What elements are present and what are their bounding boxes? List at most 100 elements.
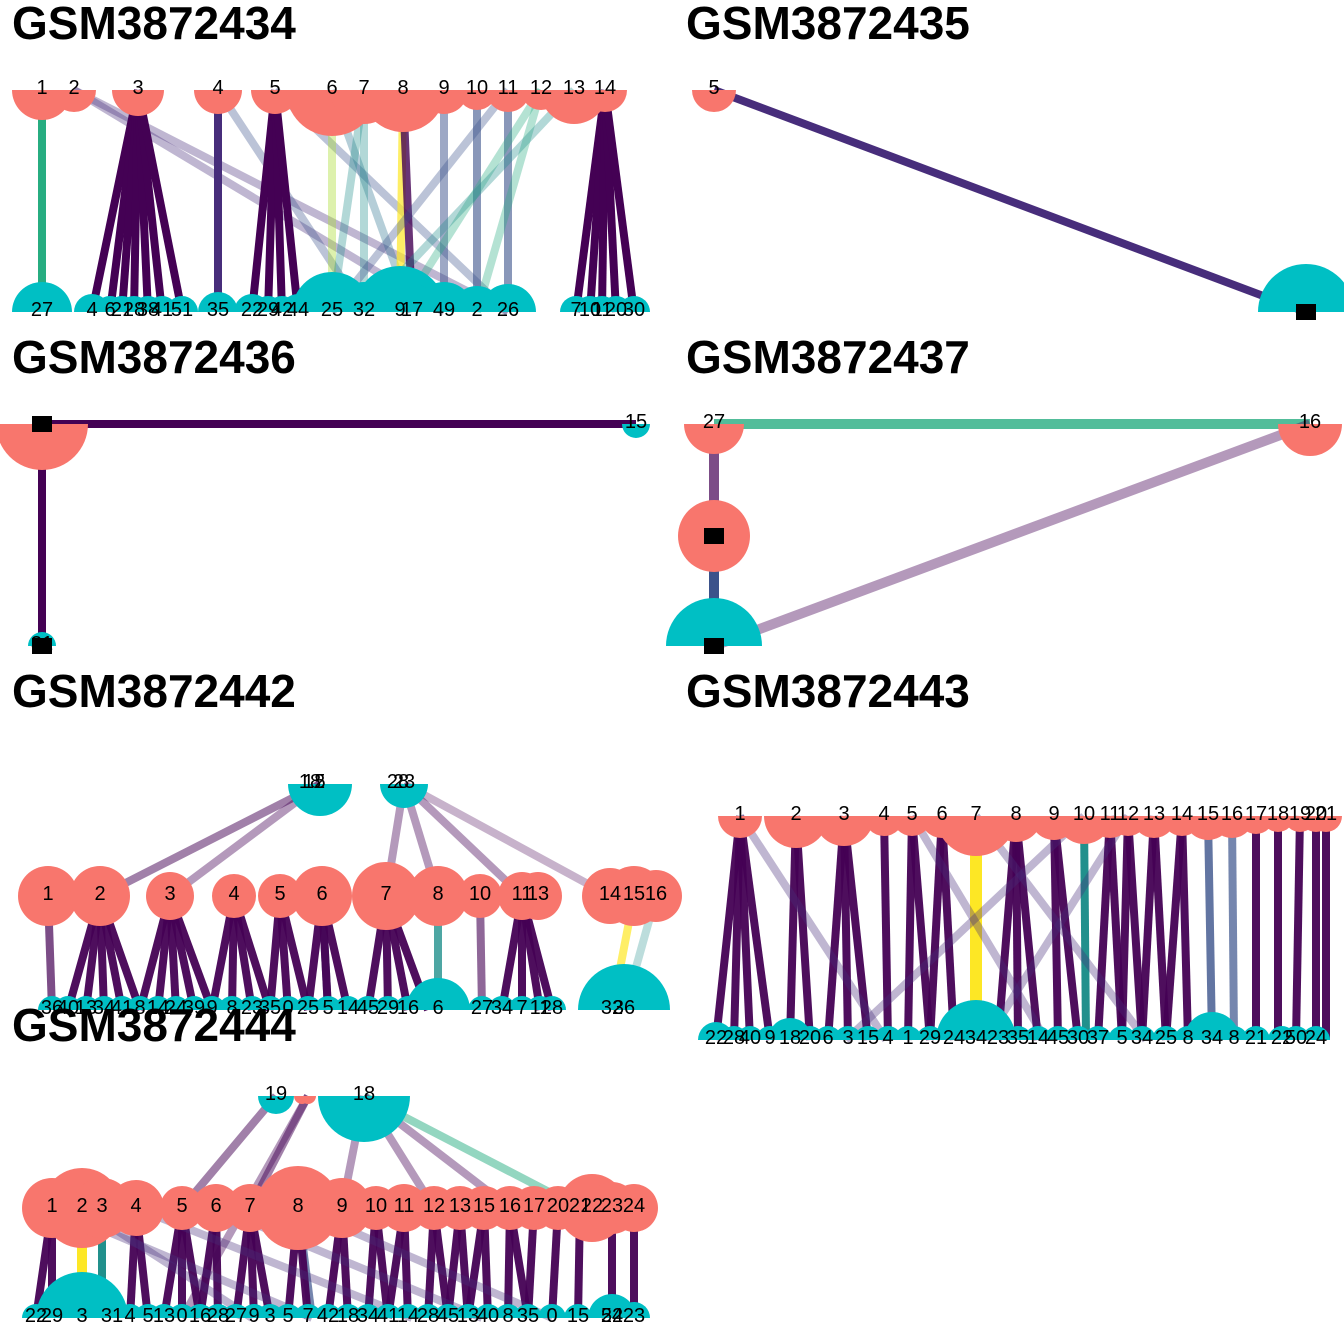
bottom-node — [666, 598, 762, 646]
top-node — [764, 816, 828, 848]
edge-line — [1204, 815, 1216, 1041]
bottom-node-label: 4 — [86, 299, 97, 321]
top-node-label: 6 — [326, 77, 337, 99]
bottom-node-label: 31 — [101, 1305, 123, 1327]
bottom-node-label: 41 — [111, 997, 133, 1019]
top-node-label: 10 — [466, 77, 488, 99]
top-node-label: 11 — [394, 1195, 415, 1217]
top-node-label: 10 — [1073, 803, 1095, 825]
top-node-label: 5 — [906, 803, 917, 825]
top-node — [52, 90, 96, 112]
bottom-node-label: 9 — [206, 997, 217, 1019]
bottom-node-label: 35 — [517, 1305, 539, 1327]
edge-line — [98, 780, 322, 900]
bottom-node-label: 30 — [623, 299, 645, 321]
bottom-node — [1198, 1026, 1226, 1040]
bottom-node-label: 15 — [567, 1305, 589, 1327]
bottom-node-label: 32 — [601, 997, 623, 1019]
top-node — [0, 424, 88, 470]
top-node-label: 3 — [164, 883, 175, 905]
top-node-label: 18 — [1267, 803, 1289, 825]
bottom-node-label: 5 — [1116, 1027, 1127, 1049]
top-node-label: 4 — [212, 77, 223, 99]
bottom-node — [384, 784, 412, 798]
bottom-node — [538, 996, 566, 1010]
bottom-node-label: 29 — [377, 997, 399, 1019]
bottom-node-label: 8 — [1182, 1027, 1193, 1049]
bottom-node-label: 5 — [314, 771, 325, 793]
bottom-node-label: 21 — [111, 299, 133, 321]
top-node-label: 11 — [1100, 803, 1121, 825]
bottom-node-label: 22 — [705, 1027, 727, 1049]
top-node-label: 3 — [838, 803, 849, 825]
bottom-node-label: 34 — [1201, 1027, 1223, 1049]
bottom-node — [258, 1096, 294, 1114]
bottom-node-label: 22 — [25, 1305, 47, 1327]
edge-line — [1228, 815, 1238, 1041]
top-node-label: 12 — [423, 1195, 445, 1217]
top-node-label: 13 — [1143, 803, 1165, 825]
bottom-node-label: 25 — [297, 997, 319, 1019]
edges-layer — [712, 86, 1308, 316]
bottom-node-label: 2 — [471, 299, 482, 321]
bottom-node-label: 44 — [287, 299, 309, 321]
edge-line — [401, 781, 525, 899]
bottom-node-label: 36 — [41, 997, 63, 1019]
top-node — [146, 872, 194, 920]
bottom-node-label: 37 — [1087, 1027, 1109, 1049]
panel-title: GSM3872444 — [12, 999, 296, 1051]
bottom-node-label: 23 — [241, 997, 263, 1019]
top-node-label: 16 — [1299, 411, 1321, 433]
top-node-label: 8 — [1010, 803, 1021, 825]
edge-line — [972, 813, 1150, 1043]
bottom-node-label: 52 — [601, 1305, 623, 1327]
bottom-node-label: 24 — [165, 997, 187, 1019]
top-node — [814, 816, 874, 846]
bottom-node-label: 27 — [703, 411, 725, 433]
top-node-label: 3 — [132, 77, 143, 99]
bottom-node-label: 15 — [625, 411, 647, 433]
top-node — [692, 90, 736, 112]
top-node-label: 14 — [599, 883, 621, 905]
top-node-label: 5 — [269, 77, 280, 99]
bottom-node-label: 19 — [265, 1083, 287, 1105]
top-node-label: 4 — [878, 803, 889, 825]
overlapping-label-block — [704, 638, 724, 654]
bipartite-graph: 5 — [692, 77, 1344, 320]
top-node-label: 5 — [274, 883, 285, 905]
edge-line — [271, 89, 302, 313]
top-node-label: 17 — [523, 1195, 545, 1217]
bottom-node-label: 20 — [605, 299, 627, 321]
top-node-label: 6 — [210, 1195, 221, 1217]
bottom-node — [166, 296, 198, 312]
bottom-node-label: 18 — [299, 771, 321, 793]
edge-line — [982, 813, 1132, 1043]
top-node — [18, 866, 78, 926]
overlapping-label-block — [704, 528, 724, 544]
bottom-node-label: 8 — [1228, 1027, 1239, 1049]
bottom-node-label: 23 — [393, 771, 415, 793]
top-node-label: 22 — [581, 1195, 603, 1217]
bottom-node-label: 9 — [248, 1305, 259, 1327]
edge-line — [1150, 815, 1170, 1041]
panel-title: GSM3872442 — [12, 665, 296, 717]
edges-layer — [44, 780, 660, 1012]
bottom-node-label: 29 — [919, 1027, 941, 1049]
bottom-node-label: 50 — [1285, 1027, 1307, 1049]
bottom-node-label: 4 — [882, 1027, 893, 1049]
edge-line — [328, 87, 512, 315]
bottom-node-label: 30 — [1067, 1027, 1089, 1049]
bottom-node-label: 8 — [502, 1305, 513, 1327]
top-node — [610, 1184, 658, 1232]
top-node-label: 7 — [380, 883, 391, 905]
bottom-node-label: 28 — [541, 997, 563, 1019]
edge-line — [134, 89, 186, 313]
bottom-node — [1282, 1026, 1310, 1040]
bottom-node — [38, 1304, 66, 1318]
top-node — [630, 870, 682, 922]
bottom-node — [1152, 1026, 1180, 1040]
bottom-node-label: 16 — [397, 997, 419, 1019]
top-node — [212, 874, 256, 918]
